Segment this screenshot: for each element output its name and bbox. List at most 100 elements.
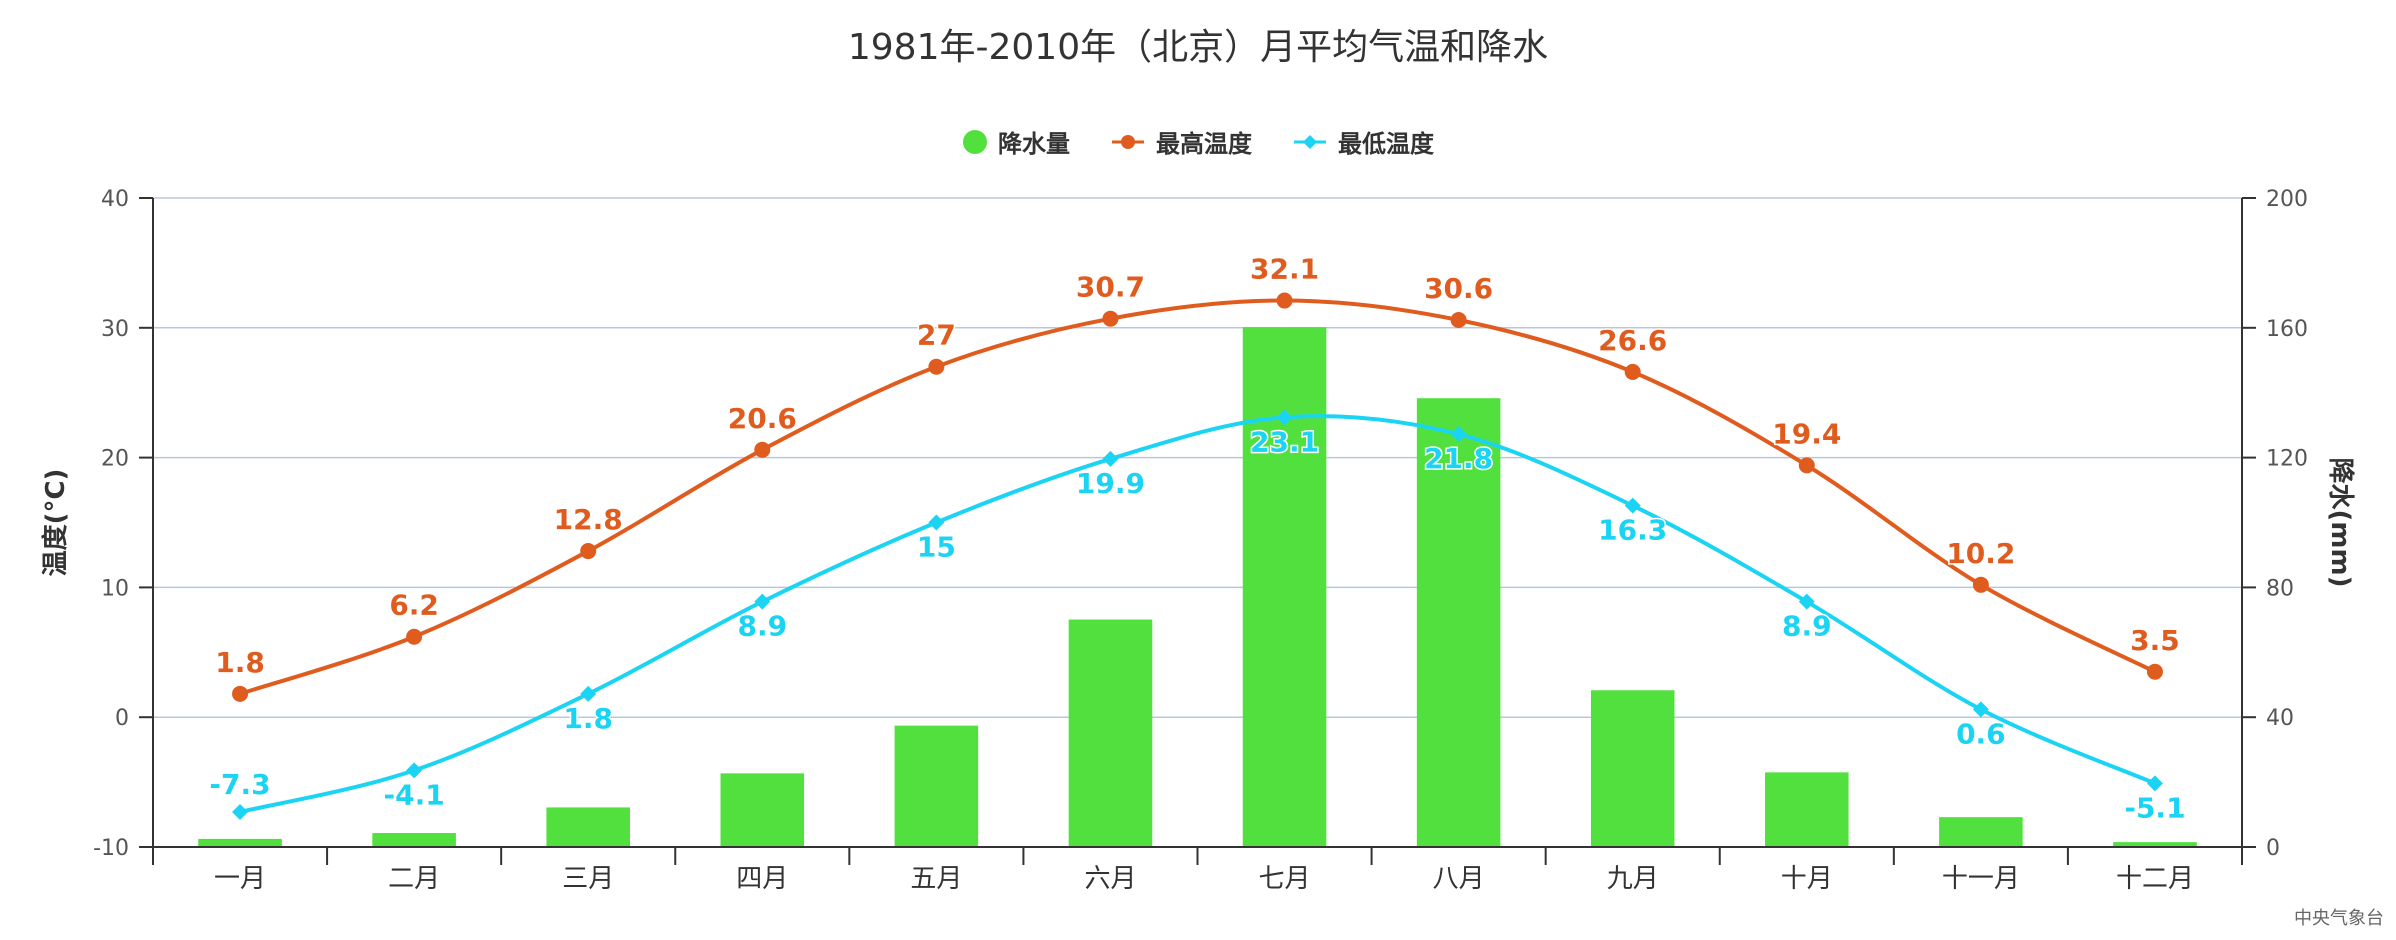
- tmin-point: [1102, 450, 1119, 467]
- legend: 降水量 最高温度 最低温度: [0, 124, 2396, 159]
- x-axis-tick-label: 五月: [910, 864, 962, 894]
- legend-item-tmax[interactable]: 最高温度: [1110, 124, 1252, 159]
- tmin-point: [1624, 497, 1641, 514]
- tmax-line: [239, 298, 2156, 696]
- tmin-data-label: 8.9: [1782, 610, 1832, 643]
- grid-layer: [153, 197, 2242, 848]
- chart-title: 1981年-2010年（北京）月平均气温和降水: [847, 27, 1549, 68]
- right-axis-title: 降水(mm): [2325, 458, 2355, 588]
- legend-item-tmin[interactable]: 最低温度: [1292, 124, 1434, 159]
- tmax-data-label: 32.1: [1250, 253, 1319, 286]
- tmax-point: [1624, 363, 1641, 380]
- left-axis-title: 温度(°C): [40, 469, 71, 577]
- legend-tmin-marker: [1294, 134, 1326, 149]
- tmin-data-label: 15: [917, 531, 956, 564]
- precip-bar: [2113, 842, 2197, 847]
- tmin-data-label: 0.6: [1956, 717, 2006, 750]
- credit-text: 中央气象台: [2294, 908, 2384, 929]
- legend-item-precip[interactable]: 降水量: [962, 124, 1070, 159]
- x-axis-tick-label: 六月: [1084, 864, 1136, 894]
- tmin-data-label: 8.9: [737, 610, 787, 643]
- tmin-data-label: 16.3: [1598, 514, 1667, 547]
- x-axis-tick-label: 十月: [1781, 864, 1833, 894]
- right-axis-tick-label: 80: [2266, 576, 2294, 601]
- legend-tmin-label: 最低温度: [1338, 130, 1434, 158]
- legend-precip-marker: [963, 129, 987, 154]
- precip-bar: [1765, 772, 1849, 847]
- tmin-point: [1798, 593, 1815, 610]
- precip-bar: [1068, 619, 1153, 847]
- tmax-point: [580, 543, 597, 560]
- tmax-point: [1972, 576, 1989, 593]
- tmin-data-label: 21.8: [1424, 442, 1493, 475]
- x-axis-tick-label: 一月: [214, 864, 266, 894]
- label-layer: 1.8 6.2 12.8 20.6 27 30.7 32.1 30.6 26.6 19.4 10.2…: [208, 251, 2187, 826]
- bar-layer: [198, 327, 2197, 847]
- precip-bar: [1939, 817, 2023, 847]
- tmax-data-label: 19.4: [1772, 417, 1841, 450]
- x-axis-tick-label: 七月: [1259, 864, 1311, 894]
- tmin-point: [928, 514, 945, 531]
- tmax-point: [1798, 457, 1815, 474]
- tmin-line: [239, 414, 2156, 814]
- legend-tmax-label: 最高温度: [1156, 130, 1252, 158]
- tmin-data-label: -7.3: [209, 768, 270, 801]
- tmin-point: [232, 803, 249, 820]
- x-axis-tick-label: 二月: [388, 864, 440, 894]
- right-axis-tick-label: 0: [2266, 836, 2280, 861]
- tmax-point: [754, 441, 771, 458]
- right-axis-tick-label: 40: [2266, 706, 2294, 731]
- tmax-data-label: 10.2: [1946, 537, 2015, 570]
- tmin-point: [1972, 701, 1989, 718]
- x-axis-tick-label: 八月: [1433, 864, 1485, 894]
- precip-bar: [1416, 398, 1501, 847]
- axis-layer: -10 0 10 20 30 40 0 40 80 120 160 200 一月 二月 三月 四月 五月 六月 七月…: [40, 187, 2355, 894]
- precip-bar: [1242, 327, 1327, 847]
- tmin-point: [1450, 426, 1467, 443]
- legend-precip-label: 降水量: [998, 130, 1070, 158]
- tmin-point: [2146, 775, 2163, 792]
- tmax-data-label: 26.6: [1598, 324, 1667, 357]
- line-layer: [232, 292, 2163, 820]
- x-axis-tick-label: 三月: [562, 864, 614, 894]
- precip-bar: [1590, 690, 1675, 847]
- tmax-data-label: 30.7: [1076, 271, 1145, 304]
- right-axis-tick-label: 120: [2266, 447, 2308, 472]
- tmin-data-label: 1.8: [563, 702, 613, 735]
- tmin-point: [1276, 409, 1293, 426]
- tmax-point: [406, 628, 423, 645]
- precip-bar: [198, 838, 282, 847]
- left-axis-tick-label: 10: [101, 576, 129, 601]
- precip-bar: [546, 807, 630, 847]
- tmin-point: [580, 685, 597, 702]
- precip-bar: [372, 833, 456, 847]
- x-axis-tick-label: 十一月: [1942, 864, 2020, 894]
- left-axis-tick-label: 0: [115, 706, 129, 731]
- tmax-data-label: 27: [917, 319, 956, 352]
- tmin-data-label: 23.1: [1250, 425, 1319, 458]
- legend-tmax-marker: [1112, 134, 1144, 149]
- tmax-data-label: 1.8: [215, 646, 265, 679]
- x-axis-tick-label: 四月: [736, 864, 788, 894]
- tmin-point: [406, 762, 423, 779]
- x-axis-tick-label: 十二月: [2116, 864, 2194, 894]
- tmax-data-label: 12.8: [554, 503, 623, 536]
- tmax-point: [1276, 292, 1293, 309]
- tmax-point: [2146, 663, 2163, 680]
- tmax-point: [1450, 312, 1467, 329]
- tmax-point: [928, 358, 945, 375]
- tmax-data-label: 30.6: [1424, 272, 1493, 305]
- right-axis-tick-label: 160: [2266, 317, 2308, 342]
- right-axis-tick-label: 200: [2266, 187, 2308, 212]
- x-axis-tick-label: 九月: [1607, 864, 1659, 894]
- tmax-data-label: 20.6: [728, 402, 797, 435]
- tmax-data-label: 3.5: [2130, 624, 2180, 657]
- tmin-point: [754, 593, 771, 610]
- tmax-data-label: 6.2: [389, 589, 439, 622]
- tmax-point: [1102, 310, 1119, 327]
- tmin-data-label: -5.1: [2124, 791, 2185, 824]
- left-axis-tick-label: 20: [101, 447, 129, 472]
- tmin-data-label: 19.9: [1076, 467, 1145, 500]
- precip-bar: [720, 773, 805, 847]
- precip-bar: [894, 725, 979, 847]
